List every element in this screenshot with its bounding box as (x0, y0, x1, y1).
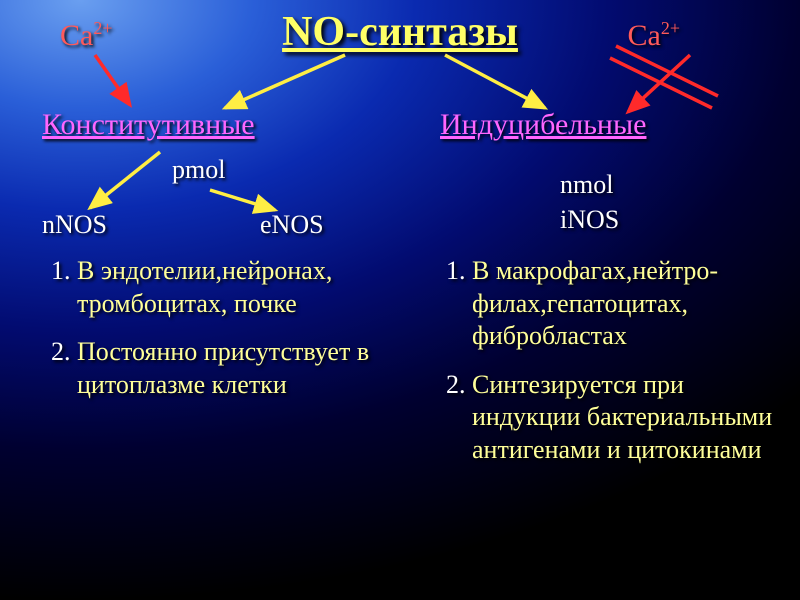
unit-pmol: pmol (172, 155, 225, 185)
list-item: Синтезируется при индукции бактериальным… (472, 369, 790, 467)
list-item: Постоянно присутствует в цитоплазме клет… (77, 336, 395, 401)
list-right: В макрофагах,нейтро-филах,гепатоцитах, ф… (440, 255, 790, 482)
ca-left-sup: 2+ (93, 18, 112, 38)
ca-right-text: Ca (628, 19, 661, 52)
ca-right-label: Ca2+ (628, 18, 680, 53)
ca-left-text: Ca (60, 19, 93, 52)
subhead-inducible: Индуцибельные (440, 108, 646, 142)
leaf-enos: eNOS (260, 210, 324, 240)
subhead-constitutive: Конститутивные (42, 108, 255, 142)
leaf-inos: iNOS (560, 205, 619, 235)
leaf-nnos: nNOS (42, 210, 107, 240)
list-item: В эндотелии,нейронах, тромбоцитах, почке (77, 255, 395, 320)
slide: NO-синтазы Ca2+ Ca2+ Конститутивные Инду… (0, 0, 800, 600)
ca-left-label: Ca2+ (60, 18, 112, 53)
slide-title: NO-синтазы (0, 8, 800, 56)
list-item: В макрофагах,нейтро-филах,гепатоцитах, ф… (472, 255, 790, 353)
unit-nmol: nmol (560, 170, 613, 200)
ca-right-sup: 2+ (661, 18, 680, 38)
list-left: В эндотелии,нейронах, тромбоцитах, почке… (45, 255, 395, 417)
